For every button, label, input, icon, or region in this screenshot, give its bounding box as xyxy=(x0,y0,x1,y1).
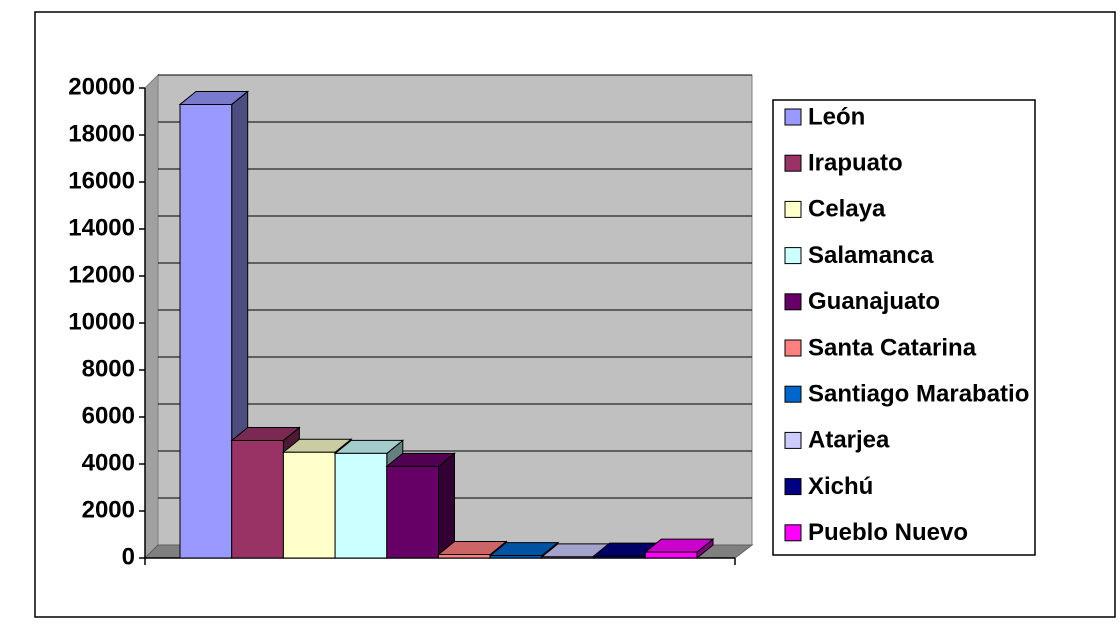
bar-front xyxy=(438,553,491,559)
bar-front xyxy=(179,103,233,559)
y-tick-label: 6000 xyxy=(82,402,135,429)
legend-label: Celaya xyxy=(808,196,886,223)
y-tick-label: 10000 xyxy=(68,308,135,335)
legend-label: Pueblo Nuevo xyxy=(808,519,968,546)
legend-swatch xyxy=(784,154,802,172)
legend-label: Irapuato xyxy=(808,150,903,177)
bar-front xyxy=(541,556,595,559)
legend xyxy=(772,99,1036,556)
bar xyxy=(385,452,456,560)
legend-swatch xyxy=(784,478,802,496)
bar-front xyxy=(386,465,439,559)
legend-swatch xyxy=(784,200,802,218)
y-tick-label: 14000 xyxy=(68,214,135,241)
legend-swatch xyxy=(784,293,802,311)
legend-label: Santiago Marabatio xyxy=(808,381,1029,408)
legend-label: Salamanca xyxy=(808,242,934,269)
legend-label: Atarjea xyxy=(808,427,890,454)
legend-label: Santa Catarina xyxy=(808,334,977,361)
y-tick-label: 0 xyxy=(122,543,135,570)
legend-label: Xichú xyxy=(808,473,873,500)
y-tick-label: 20000 xyxy=(68,73,135,100)
legend-label: Guanajuato xyxy=(808,288,940,315)
side-wall xyxy=(144,73,159,560)
y-tick-label: 2000 xyxy=(82,496,135,523)
legend-label: León xyxy=(808,103,865,130)
bar-front xyxy=(644,551,698,559)
bar-side xyxy=(438,452,455,560)
legend-swatch xyxy=(784,431,802,449)
legend-swatch xyxy=(784,108,802,126)
legend-swatch xyxy=(784,247,802,265)
legend-swatch xyxy=(784,339,802,357)
bar-front xyxy=(282,451,336,559)
y-tick-label: 16000 xyxy=(68,167,135,194)
y-tick-label: 12000 xyxy=(68,261,135,288)
y-tick-label: 18000 xyxy=(68,120,135,147)
bar-front xyxy=(231,440,284,559)
legend-swatch xyxy=(784,524,802,542)
bar-front xyxy=(334,452,388,559)
y-tick-label: 4000 xyxy=(82,449,135,476)
bar-front xyxy=(489,555,543,559)
legend-swatch xyxy=(784,385,802,403)
bar xyxy=(643,538,715,560)
bar-front xyxy=(593,555,646,559)
y-tick-label: 8000 xyxy=(82,355,135,382)
